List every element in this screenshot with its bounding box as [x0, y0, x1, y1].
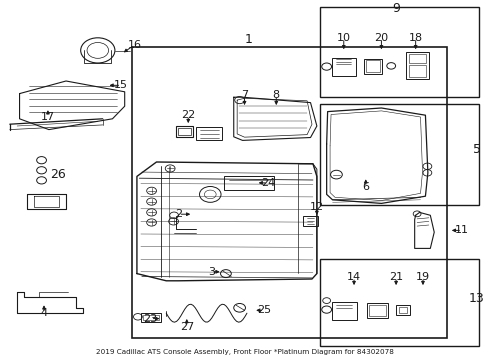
- Text: 4: 4: [41, 308, 47, 318]
- Text: 26: 26: [50, 168, 65, 181]
- Text: 16: 16: [127, 40, 141, 50]
- Text: 25: 25: [257, 305, 270, 315]
- Text: 21: 21: [388, 272, 402, 282]
- Bar: [141, 313, 161, 322]
- Bar: [178, 128, 190, 135]
- Text: 24: 24: [260, 178, 275, 188]
- Bar: [366, 60, 380, 72]
- Bar: [320, 7, 478, 97]
- Text: 12: 12: [309, 202, 323, 212]
- Text: 23: 23: [143, 314, 157, 324]
- Bar: [320, 259, 478, 346]
- Text: 20: 20: [374, 33, 387, 43]
- Bar: [331, 58, 355, 76]
- Text: 2019 Cadillac ATS Console Assembly, Front Floor *Platinum Diagram for 84302078: 2019 Cadillac ATS Console Assembly, Fron…: [95, 348, 393, 355]
- Text: 6: 6: [362, 182, 368, 192]
- Bar: [366, 303, 387, 318]
- Text: 27: 27: [179, 322, 194, 332]
- Bar: [132, 47, 447, 338]
- Text: 1: 1: [244, 33, 252, 46]
- Text: 5: 5: [472, 143, 480, 156]
- Text: 15: 15: [114, 80, 128, 90]
- Bar: [398, 307, 407, 313]
- Text: 18: 18: [408, 33, 422, 43]
- Text: 9: 9: [391, 3, 399, 15]
- Text: 22: 22: [181, 110, 195, 120]
- Text: 3: 3: [207, 267, 214, 277]
- Text: 13: 13: [468, 292, 484, 305]
- Bar: [364, 59, 382, 74]
- Bar: [368, 305, 385, 316]
- Bar: [143, 315, 159, 320]
- Text: 8: 8: [272, 90, 279, 100]
- Text: 2: 2: [175, 209, 182, 219]
- Bar: [320, 104, 478, 205]
- Bar: [331, 302, 356, 320]
- Text: 17: 17: [41, 112, 55, 122]
- Text: 19: 19: [415, 272, 429, 282]
- Bar: [405, 52, 428, 79]
- Text: 10: 10: [336, 33, 350, 43]
- Bar: [176, 126, 193, 137]
- Text: 14: 14: [346, 272, 360, 282]
- Text: 11: 11: [454, 225, 468, 235]
- Bar: [408, 65, 426, 77]
- Text: 7: 7: [241, 90, 247, 100]
- Bar: [408, 54, 426, 63]
- Bar: [195, 127, 222, 140]
- Bar: [224, 176, 273, 190]
- Bar: [303, 216, 317, 226]
- Bar: [395, 305, 409, 315]
